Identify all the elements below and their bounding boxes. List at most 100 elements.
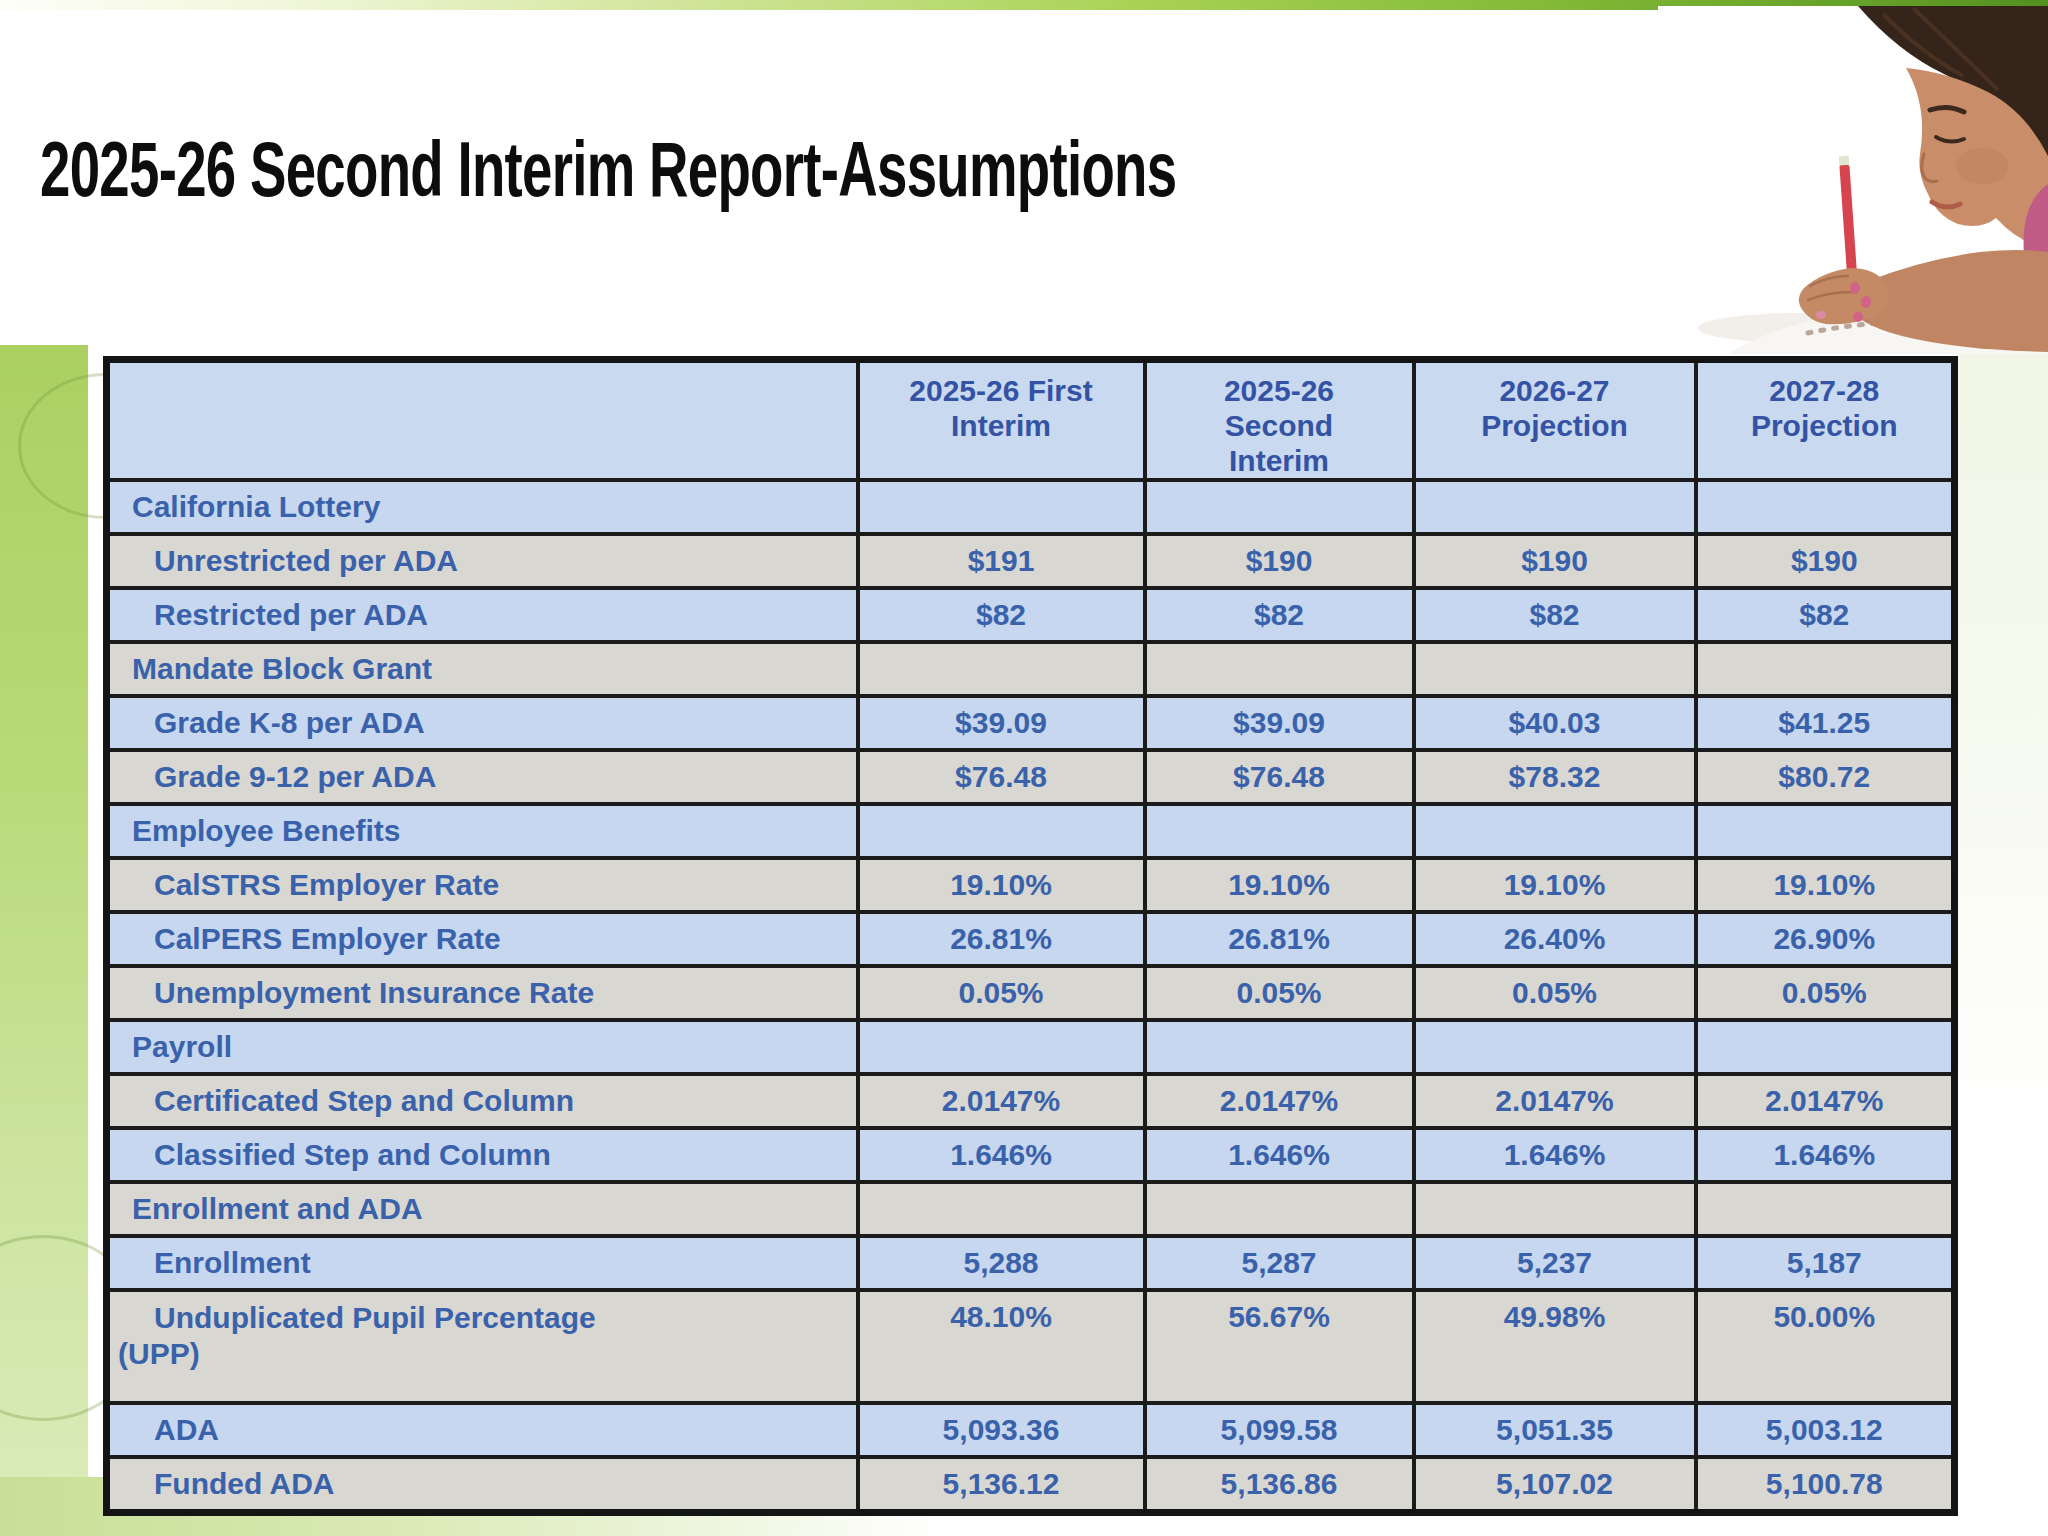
cell-value: $82 <box>1696 588 1955 642</box>
data-row: CalPERS Employer Rate26.81%26.81%26.40%2… <box>107 912 1955 966</box>
cell-value: 5,093.36 <box>858 1403 1145 1457</box>
cell-value <box>1414 804 1696 858</box>
row-label: ADA <box>107 1403 858 1457</box>
cell-value <box>1145 1182 1414 1236</box>
cell-value <box>1696 804 1955 858</box>
row-label: CalSTRS Employer Rate <box>107 858 858 912</box>
cell-value: 5,100.78 <box>1696 1457 1955 1513</box>
slide: 2025-26 Second Interim Report-Assumption… <box>0 0 2048 1536</box>
cell-value <box>1414 1182 1696 1236</box>
row-label: Grade K-8 per ADA <box>107 696 858 750</box>
row-label: Funded ADA <box>107 1457 858 1513</box>
data-row: Enrollment5,2885,2875,2375,187 <box>107 1236 1955 1290</box>
cell-value: 26.81% <box>1145 912 1414 966</box>
cell-value <box>1145 804 1414 858</box>
cell-value <box>858 1182 1145 1236</box>
cell-value: 19.10% <box>1414 858 1696 912</box>
row-label: Unrestricted per ADA <box>107 534 858 588</box>
cell-value: 5,237 <box>1414 1236 1696 1290</box>
cell-value: $39.09 <box>1145 696 1414 750</box>
row-label: Mandate Block Grant <box>107 642 858 696</box>
cell-value: $78.32 <box>1414 750 1696 804</box>
cell-value <box>1145 480 1414 534</box>
section-row: California Lottery <box>107 480 1955 534</box>
page-title: 2025-26 Second Interim Report-Assumption… <box>40 130 1663 208</box>
cell-value: 5,003.12 <box>1696 1403 1955 1457</box>
cell-value: 0.05% <box>1145 966 1414 1020</box>
cell-value: 48.10% <box>858 1290 1145 1403</box>
row-label: Unduplicated Pupil Percentage (UPP) <box>107 1290 858 1403</box>
cell-value: 5,287 <box>1145 1236 1414 1290</box>
cell-value: 0.05% <box>1696 966 1955 1020</box>
column-header: 2026-27 Projection <box>1414 360 1696 481</box>
cell-value: 1.646% <box>858 1128 1145 1182</box>
cell-value: 5,136.12 <box>858 1457 1145 1513</box>
cell-value: $76.48 <box>858 750 1145 804</box>
right-background-tint <box>1956 348 2048 1128</box>
data-row: Grade K-8 per ADA$39.09$39.09$40.03$41.2… <box>107 696 1955 750</box>
cell-value: 49.98% <box>1414 1290 1696 1403</box>
cell-value: 19.10% <box>858 858 1145 912</box>
column-header: 2027-28 Projection <box>1696 360 1955 481</box>
column-header: 2025-26 Second Interim <box>1145 360 1414 481</box>
column-header: 2025-26 First Interim <box>858 360 1145 481</box>
cell-value: 1.646% <box>1696 1128 1955 1182</box>
data-row: Classified Step and Column1.646%1.646%1.… <box>107 1128 1955 1182</box>
row-label: CalPERS Employer Rate <box>107 912 858 966</box>
cell-value: 19.10% <box>1145 858 1414 912</box>
cell-value <box>1414 1020 1696 1074</box>
cell-value <box>1696 1020 1955 1074</box>
row-label: Restricted per ADA <box>107 588 858 642</box>
data-row: Unrestricted per ADA$191$190$190$190 <box>107 534 1955 588</box>
cell-value: $191 <box>858 534 1145 588</box>
row-label: Certificated Step and Column <box>107 1074 858 1128</box>
cell-value: 5,187 <box>1696 1236 1955 1290</box>
cell-value: 5,136.86 <box>1145 1457 1414 1513</box>
cell-value <box>1414 642 1696 696</box>
cell-value: $40.03 <box>1414 696 1696 750</box>
cell-value: 19.10% <box>1696 858 1955 912</box>
section-row: Mandate Block Grant <box>107 642 1955 696</box>
child-writing-photo <box>1658 6 2048 354</box>
table-header-row: 2025-26 First Interim2025-26 Second Inte… <box>107 360 1955 481</box>
cell-value <box>858 804 1145 858</box>
row-label: Enrollment <box>107 1236 858 1290</box>
assumptions-table: 2025-26 First Interim2025-26 Second Inte… <box>103 356 1958 1516</box>
cell-value <box>1145 1020 1414 1074</box>
corner-cell <box>107 360 858 481</box>
cell-value: $82 <box>1145 588 1414 642</box>
data-row: Funded ADA5,136.125,136.865,107.025,100.… <box>107 1457 1955 1513</box>
left-green-strip <box>0 345 88 1536</box>
cell-value: 5,099.58 <box>1145 1403 1414 1457</box>
cell-value: 1.646% <box>1414 1128 1696 1182</box>
row-label: Unemployment Insurance Rate <box>107 966 858 1020</box>
cell-value <box>1696 480 1955 534</box>
cell-value: $41.25 <box>1696 696 1955 750</box>
row-label: Grade 9-12 per ADA <box>107 750 858 804</box>
cell-value: 56.67% <box>1145 1290 1414 1403</box>
cell-value: 5,107.02 <box>1414 1457 1696 1513</box>
data-row: Grade 9-12 per ADA$76.48$76.48$78.32$80.… <box>107 750 1955 804</box>
section-row: Employee Benefits <box>107 804 1955 858</box>
row-label: Enrollment and ADA <box>107 1182 858 1236</box>
cell-value <box>858 480 1145 534</box>
cell-value: 26.81% <box>858 912 1145 966</box>
cell-value: $76.48 <box>1145 750 1414 804</box>
cell-value: 2.0147% <box>1145 1074 1414 1128</box>
cell-value: $190 <box>1696 534 1955 588</box>
data-row: Restricted per ADA$82$82$82$82 <box>107 588 1955 642</box>
cell-value: 26.90% <box>1696 912 1955 966</box>
cell-value: $82 <box>858 588 1145 642</box>
cell-value: 26.40% <box>1414 912 1696 966</box>
data-row: CalSTRS Employer Rate19.10%19.10%19.10%1… <box>107 858 1955 912</box>
cell-value: 0.05% <box>858 966 1145 1020</box>
data-row: Certificated Step and Column2.0147%2.014… <box>107 1074 1955 1128</box>
data-row: Unemployment Insurance Rate0.05%0.05%0.0… <box>107 966 1955 1020</box>
cell-value <box>1414 480 1696 534</box>
cell-value: $190 <box>1414 534 1696 588</box>
row-label: Payroll <box>107 1020 858 1074</box>
data-row: ADA5,093.365,099.585,051.355,003.12 <box>107 1403 1955 1457</box>
data-row: Unduplicated Pupil Percentage (UPP)48.10… <box>107 1290 1955 1403</box>
table-body: California LotteryUnrestricted per ADA$1… <box>107 480 1955 1513</box>
cell-value <box>858 642 1145 696</box>
